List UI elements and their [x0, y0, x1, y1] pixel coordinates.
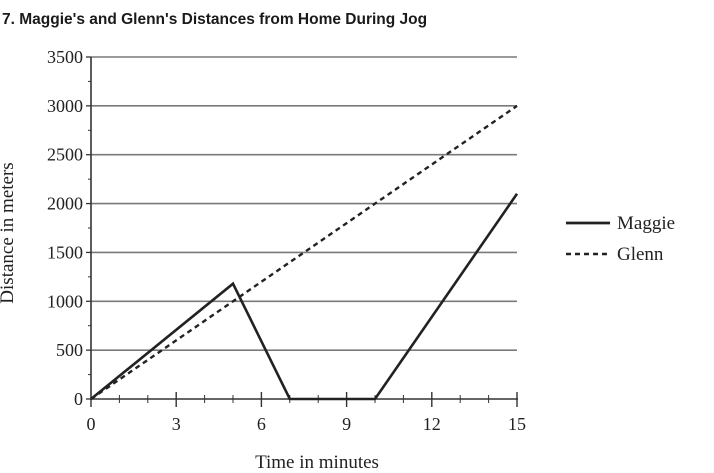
y-tick-label-1000: 1000	[47, 291, 83, 311]
chart-title: 7. Maggie's and Glenn's Distances from H…	[2, 11, 428, 28]
x-tick-label-0: 0	[87, 414, 96, 434]
series-lines	[90, 104, 519, 401]
y-tick-label-2500: 2500	[47, 145, 83, 165]
x-tick-label-15: 15	[508, 414, 526, 434]
y-tick-label-0: 0	[74, 389, 83, 409]
y-tick-label-500: 500	[56, 340, 83, 360]
axes	[86, 56, 518, 407]
y-tick-label-3500: 3500	[47, 47, 83, 67]
gridlines	[91, 56, 517, 351]
y-tick-label-3000: 3000	[47, 96, 83, 116]
legend: Maggie Glenn	[566, 213, 675, 265]
y-tick-label-1500: 1500	[47, 242, 83, 262]
y-axis-label: Distance in meters	[0, 162, 18, 303]
x-tick-label-9: 9	[342, 414, 351, 434]
x-axis-label: Time in minutes	[255, 452, 379, 473]
x-tick-label-3: 3	[172, 414, 181, 434]
y-tick-label-2000: 2000	[47, 194, 83, 214]
legend-label-glenn: Glenn	[617, 244, 664, 265]
x-tick-label-6: 6	[257, 414, 266, 434]
x-tick-label-12: 12	[423, 414, 441, 434]
series-line-maggie	[90, 193, 519, 401]
legend-label-maggie: Maggie	[617, 213, 675, 234]
tick-labels: 0 500 1000 1500 2000 2500 3000 3500 0 3 6 9 12 15	[47, 47, 526, 434]
